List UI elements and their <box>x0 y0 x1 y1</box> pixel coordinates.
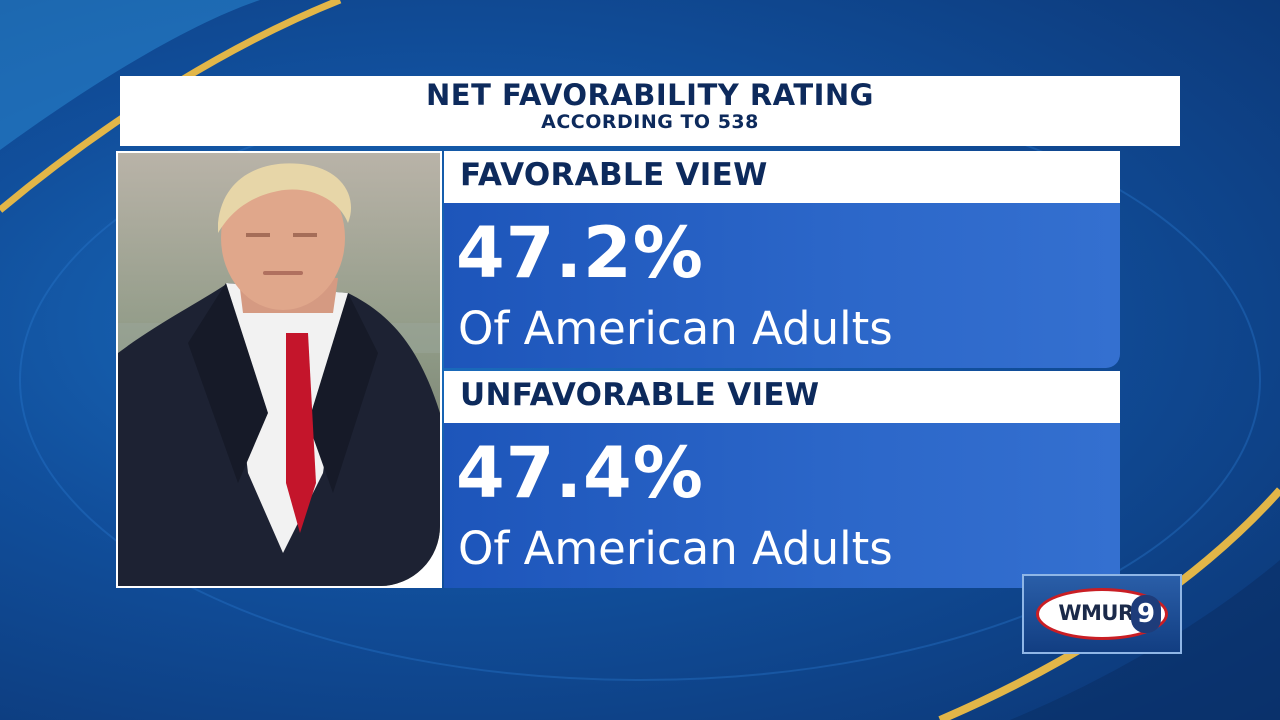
unfavorable-label: UNFAVORABLE VIEW <box>460 377 820 413</box>
favorable-value-box: 47.2% Of American Adults <box>444 203 1120 368</box>
favorable-label: FAVORABLE VIEW <box>460 157 768 193</box>
title-banner: NET FAVORABILITY RATING ACCORDING TO 538 <box>120 76 1180 146</box>
stats-panel: FAVORABLE VIEW 47.2% Of American Adults … <box>444 151 1120 588</box>
page-title: NET FAVORABILITY RATING <box>426 78 874 112</box>
page-subtitle: ACCORDING TO 538 <box>541 111 759 133</box>
photo-panel <box>116 151 442 588</box>
dark-swoosh-bottom <box>1010 560 1280 720</box>
logo-text: WMUR <box>1058 601 1134 625</box>
unfavorable-label-bar: UNFAVORABLE VIEW <box>444 371 1120 423</box>
logo-number: 9 <box>1131 595 1161 633</box>
portrait-photo <box>118 153 440 586</box>
unfavorable-percentage: 47.4% <box>456 432 704 514</box>
logo-oval: WMUR 9 <box>1036 588 1168 640</box>
unfavorable-description: Of American Adults <box>458 522 893 575</box>
unfavorable-value-box: 47.4% Of American Adults <box>444 423 1120 588</box>
favorable-percentage: 47.2% <box>456 212 704 294</box>
favorable-description: Of American Adults <box>458 302 893 355</box>
station-logo: WMUR 9 <box>1022 574 1182 654</box>
light-swoosh-top <box>0 0 260 150</box>
favorable-label-bar: FAVORABLE VIEW <box>444 151 1120 203</box>
